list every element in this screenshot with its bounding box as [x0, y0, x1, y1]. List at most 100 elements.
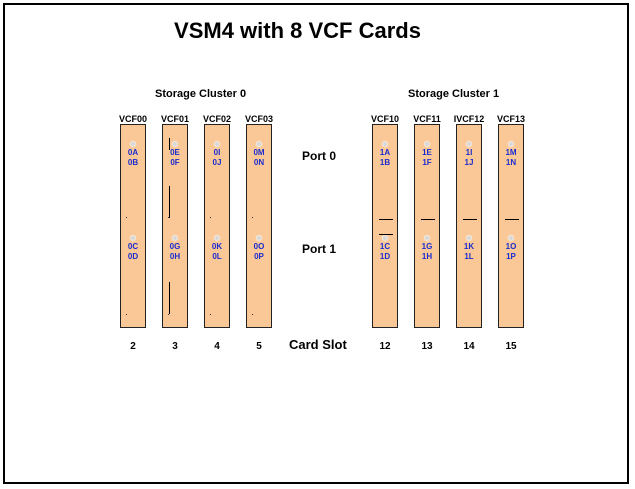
card-name-6: IVCF12: [453, 114, 485, 124]
port-0-group: 0M 0N: [247, 140, 271, 168]
card-name-4: VCF10: [370, 114, 399, 124]
vcf-card: 1A 1B 1C 1D: [372, 124, 398, 328]
card-bottom-edge: [204, 327, 230, 328]
vcf-card: 1E 1F 1G 1H: [414, 124, 440, 328]
port-code: 1M: [505, 148, 517, 157]
port-code: 0F: [170, 158, 180, 167]
port-code: 0B: [127, 158, 139, 167]
card-mark: [169, 186, 170, 218]
port-code: 1K: [463, 242, 475, 251]
port-0-group: 1A 1B: [373, 140, 397, 168]
port-code: 0I: [213, 148, 221, 157]
port-0-group: 1E 1F: [415, 140, 439, 168]
card-slot-number: 4: [214, 341, 220, 352]
port-code: 0K: [211, 242, 223, 251]
port-code: 1C: [379, 242, 391, 251]
port-code: 0E: [170, 148, 180, 157]
port-0-group: 0I 0J: [205, 140, 229, 168]
card-top-edge: [456, 124, 482, 125]
port-code: 0J: [212, 158, 222, 167]
port-code: 1B: [379, 158, 391, 167]
card-bottom-edge: [414, 327, 440, 328]
card-slot-number: 15: [505, 341, 517, 352]
port-1-group: 0K 0L: [205, 234, 229, 262]
port-1-group: 1K 1L: [457, 234, 481, 262]
card-mark: [379, 234, 393, 235]
port-1-group: 0G 0H: [163, 234, 187, 262]
port-code: 1A: [379, 148, 391, 157]
card-bottom-edge: [498, 327, 524, 328]
card-mark: [379, 219, 393, 220]
card-slot-label: Card Slot: [289, 337, 347, 352]
port-connector-icon: [506, 234, 516, 242]
port-code: 1E: [422, 148, 432, 157]
port-code: 1I: [465, 148, 473, 157]
diagram-frame: [3, 3, 629, 484]
card-bottom-edge: [162, 327, 188, 328]
vcf-card: 0I 0J 0K 0L: [204, 124, 230, 328]
port-code: 1L: [464, 252, 474, 261]
card-dot: [126, 217, 127, 218]
vcf-card: 0E 0F 0G 0H: [162, 124, 188, 328]
card-top-edge: [246, 124, 272, 125]
card-dot: [252, 217, 253, 218]
card-name-1: VCF01: [160, 114, 189, 124]
port-connector-icon: [212, 140, 222, 148]
card-slot-number: 13: [421, 341, 433, 352]
card-bottom-edge: [120, 327, 146, 328]
port-code: 0G: [169, 242, 181, 251]
port-code: 1J: [464, 158, 474, 167]
port-connector-icon: [128, 234, 138, 242]
port-connector-icon: [170, 140, 180, 148]
port-code: 0H: [169, 252, 181, 261]
port-code: 1P: [506, 252, 516, 261]
card-name-2: VCF02: [202, 114, 231, 124]
card-mark: [505, 219, 519, 220]
port-1-group: 1C 1D: [373, 234, 397, 262]
port-code: 0P: [254, 252, 264, 261]
port-0-group: 1I 1J: [457, 140, 481, 168]
card-slot-number: 14: [463, 341, 475, 352]
port-code: 1D: [379, 252, 391, 261]
card-name-3: VCF03: [244, 114, 273, 124]
card-name-0: VCF00: [118, 114, 147, 124]
port-code: 1O: [505, 242, 517, 251]
vcf-card: 0M 0N 0O 0P: [246, 124, 272, 328]
diagram-title: VSM4 with 8 VCF Cards: [174, 18, 421, 43]
port-connector-icon: [422, 234, 432, 242]
port-1-label: Port 1: [302, 242, 337, 256]
port-code: 0O: [253, 242, 265, 251]
card-slot-number: 5: [256, 341, 262, 352]
card-dot: [126, 314, 127, 315]
port-0-group: 0A 0B: [121, 140, 145, 168]
port-connector-icon: [254, 234, 264, 242]
card-bottom-edge: [456, 327, 482, 328]
card-mark: [169, 138, 170, 150]
card-bottom-edge: [372, 327, 398, 328]
port-connector-icon: [212, 234, 222, 242]
port-1-group: 0O 0P: [247, 234, 271, 262]
port-1-group: 1O 1P: [499, 234, 523, 262]
port-code: 1H: [421, 252, 433, 261]
port-code: 0D: [127, 252, 139, 261]
port-connector-icon: [170, 234, 180, 242]
card-top-edge: [498, 124, 524, 125]
card-mark: [421, 219, 435, 220]
port-code: 1N: [505, 158, 517, 167]
card-dot: [252, 314, 253, 315]
card-dot: [168, 314, 169, 315]
port-code: 0N: [253, 158, 265, 167]
port-0-group: 0E 0F: [163, 140, 187, 168]
card-dot: [210, 217, 211, 218]
card-name-5: VCF11: [413, 114, 441, 124]
storage-cluster-0-label: Storage Cluster 0: [155, 88, 247, 100]
port-code: 0A: [127, 148, 139, 157]
card-top-edge: [204, 124, 230, 125]
card-top-edge: [162, 124, 188, 125]
card-slot-number: 2: [130, 341, 136, 352]
port-0-label: Port 0: [302, 149, 337, 163]
card-dot: [210, 314, 211, 315]
storage-cluster-1-label: Storage Cluster 1: [408, 88, 500, 100]
card-slot-number: 12: [379, 341, 391, 352]
card-slot-number: 3: [172, 341, 178, 352]
